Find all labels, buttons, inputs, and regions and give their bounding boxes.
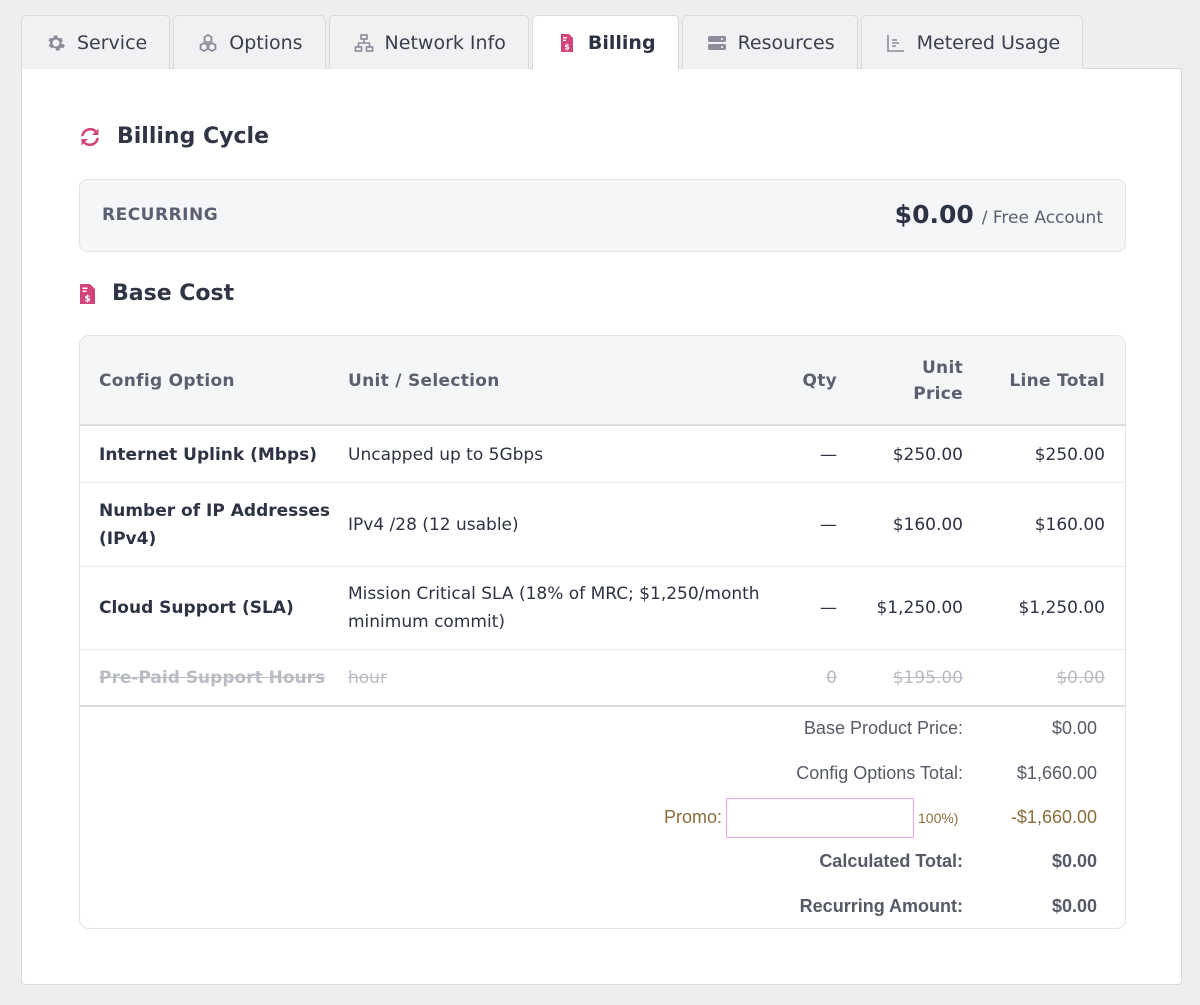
tab-label: Metered Usage: [916, 31, 1061, 54]
calculated-total-value: $0.00: [1051, 851, 1097, 871]
option-name: Pre-Paid Support Hours: [99, 668, 326, 688]
invoice-icon: $: [79, 283, 96, 305]
account-type: / Free Account: [981, 208, 1103, 228]
column-header-line-total: Line Total: [1009, 371, 1105, 391]
billing-panel: Billing Cycle RECURRING $0.00 / Free Acc…: [21, 68, 1182, 985]
table-row: Pre-Paid Support Hours hour 0 $195.00 $0…: [80, 650, 1125, 705]
option-selection-line: minimum commit): [348, 612, 505, 632]
base-cost-heading: $ Base Cost: [79, 281, 234, 306]
option-line-total: $160.00: [1034, 515, 1105, 535]
cubes-icon: [198, 33, 218, 53]
promo-code-input[interactable]: [726, 798, 914, 838]
header-line: Price: [913, 384, 963, 404]
recurring-price: $0.00: [894, 200, 974, 229]
column-header-unit-price: Unit Price: [913, 355, 963, 407]
option-line-total: $250.00: [1034, 445, 1105, 465]
table-row: Internet Uplink (Mbps) Uncapped up to 5G…: [80, 427, 1125, 483]
tab-label: Service: [77, 31, 148, 54]
config-total-label: Config Options Total:: [796, 763, 963, 783]
option-qty: —: [820, 445, 837, 465]
summary-divider: [80, 705, 1125, 707]
option-selection: Mission Critical SLA (18% of MRC; $1,250…: [348, 580, 760, 636]
tab-label: Resources: [737, 31, 835, 54]
column-header-unit: Unit / Selection: [348, 371, 500, 391]
promo-percent: 100%): [918, 810, 959, 826]
base-cost-table: Config Option Unit / Selection Qty Unit …: [79, 335, 1126, 929]
network-icon: [354, 33, 374, 53]
table-header: Config Option Unit / Selection Qty Unit …: [80, 336, 1125, 426]
section-title: Base Cost: [112, 281, 235, 306]
option-qty: 0: [826, 668, 837, 688]
tab-resources[interactable]: Resources: [681, 15, 858, 69]
option-name-line: Number of IP Addresses: [99, 501, 331, 521]
column-header-qty: Qty: [802, 371, 837, 391]
option-unit-price: $195.00: [892, 668, 963, 688]
option-selection: hour: [348, 668, 387, 688]
option-line-total: $1,250.00: [1018, 598, 1105, 618]
gear-icon: [46, 33, 66, 53]
option-unit-price: $250.00: [892, 445, 963, 465]
tab-options[interactable]: Options: [173, 15, 326, 69]
table-row: Number of IP Addresses (IPv4) IPv4 /28 (…: [80, 483, 1125, 567]
recurring-label: RECURRING: [102, 205, 219, 225]
option-selection: Uncapped up to 5Gbps: [348, 445, 544, 465]
recurring-amount-value: $0.00: [1051, 896, 1097, 916]
promo-discount-value: -$1,660.00: [1010, 807, 1097, 827]
option-qty: —: [820, 515, 837, 535]
base-price-value: $0.00: [1051, 718, 1097, 738]
option-unit-price: $1,250.00: [876, 598, 963, 618]
tab-billing[interactable]: $ Billing: [531, 15, 679, 70]
header-line: Unit: [921, 358, 963, 378]
option-selection: IPv4 /28 (12 usable): [348, 515, 519, 535]
tab-label: Billing: [587, 32, 656, 54]
svg-text:$: $: [84, 294, 90, 304]
table-row: Cloud Support (SLA) Mission Critical SLA…: [80, 567, 1125, 650]
billing-cycle-heading: Billing Cycle: [79, 124, 269, 149]
tab-label: Options: [229, 31, 303, 54]
option-name: Internet Uplink (Mbps): [99, 445, 318, 465]
tab-service[interactable]: Service: [21, 15, 171, 69]
invoice-icon: $: [557, 33, 577, 53]
chart-icon: [886, 33, 906, 53]
section-title: Billing Cycle: [117, 124, 269, 149]
option-name: Number of IP Addresses (IPv4): [99, 497, 330, 553]
tab-network-info[interactable]: Network Info: [328, 15, 529, 69]
calculated-total-label: Calculated Total:: [819, 851, 963, 871]
base-price-label: Base Product Price:: [803, 718, 963, 738]
recurring-summary: RECURRING $0.00 / Free Account: [79, 179, 1126, 252]
config-total-value: $1,660.00: [1016, 763, 1097, 783]
option-qty: —: [820, 598, 837, 618]
column-header-option: Config Option: [99, 371, 235, 391]
tab-bar: Service Options Network Info $ Billing R…: [21, 15, 1084, 70]
server-icon: [707, 33, 727, 53]
option-name-line: (IPv4): [99, 529, 157, 549]
promo-label: Promo:: [663, 807, 722, 827]
option-name: Cloud Support (SLA): [99, 598, 294, 618]
tab-metered-usage[interactable]: Metered Usage: [860, 15, 1084, 69]
recurring-amount: $0.00 / Free Account: [895, 200, 1103, 229]
option-line-total: $0.00: [1056, 668, 1105, 688]
option-unit-price: $160.00: [892, 515, 963, 535]
tab-label: Network Info: [384, 31, 506, 54]
svg-text:$: $: [564, 43, 570, 52]
recurring-amount-label: Recurring Amount:: [799, 896, 963, 916]
option-selection-line: Mission Critical SLA (18% of MRC; $1,250…: [348, 584, 760, 604]
refresh-icon: [79, 126, 101, 148]
